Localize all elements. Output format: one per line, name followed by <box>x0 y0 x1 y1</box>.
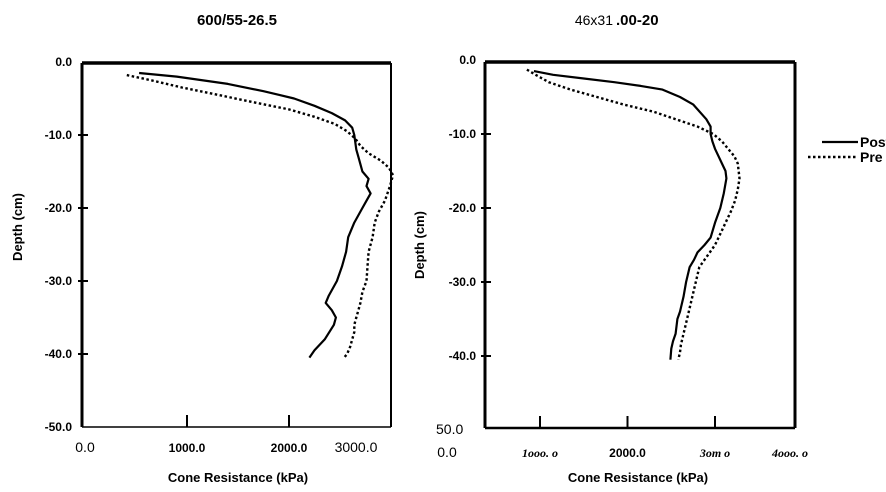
series-lines <box>126 68 741 360</box>
chart2-x-tick-label: 0.0 <box>437 444 457 460</box>
chart1-ylabel: Depth (cm) <box>10 193 25 261</box>
chart1-title: 600/55-26.5 <box>197 12 277 29</box>
chart2-ylabel: Depth (cm) <box>412 211 427 279</box>
ticks: 0.0-10.0-20.0-30.0-40.0-50.00.0 1000.0 200… <box>45 53 808 460</box>
chart1-y-tick-label: -30.0 <box>45 274 73 288</box>
chart2-y-tick-label: -40.0 <box>449 349 477 363</box>
plot-frames <box>80 60 797 430</box>
chart2-x-tick-label: 1ooo. o <box>522 446 558 460</box>
chart1-xlabel: Cone Resistance (kPa) <box>168 470 308 485</box>
chart2-series-post <box>533 70 728 360</box>
chart1-y-tick-label: -50.0 <box>45 420 73 434</box>
chart2-x-tick-label: 3om o <box>699 446 730 460</box>
legend-post-label: Post <box>860 134 886 150</box>
chart1-y-tick-label: -20.0 <box>45 201 73 215</box>
legend: Post Pre <box>808 134 886 165</box>
chart2-title: 46x31 <box>575 12 613 28</box>
chart1-x-tick-label: 3000.0 <box>335 439 378 455</box>
chart2-y-tick-label: 50.0 <box>436 421 463 437</box>
chart1-y-tick-label: 0.0 <box>55 55 72 69</box>
chart2-y-tick-label: -30.0 <box>449 275 477 289</box>
chart1-x-tick-label: 2000.0 <box>271 441 308 455</box>
chart2-y-tick-label: 0.0 <box>459 53 476 67</box>
chart2-title-suffix: .00-20 <box>616 12 659 29</box>
chart2-xlabel: Cone Resistance (kPa) <box>568 470 708 485</box>
legend-pre-label: Pre <box>860 149 883 165</box>
chart2-y-tick-label: -10.0 <box>449 127 477 141</box>
chart1-x-tick-label: 1000.0 <box>169 441 206 455</box>
chart1-y-tick-label: -10.0 <box>45 128 73 142</box>
chart1-x-tick-label: 0.0 <box>75 439 95 455</box>
chart1-series-pre <box>126 73 395 359</box>
chart2-x-tick-label: 2000.0 <box>609 446 646 460</box>
chart2-series-pre <box>526 68 741 360</box>
chart1-series-post <box>138 71 372 359</box>
chart2-x-tick-label: 4ooo. o <box>771 446 808 460</box>
chart1-y-tick-label: -40.0 <box>45 347 73 361</box>
chart2-y-tick-label: -20.0 <box>449 201 477 215</box>
